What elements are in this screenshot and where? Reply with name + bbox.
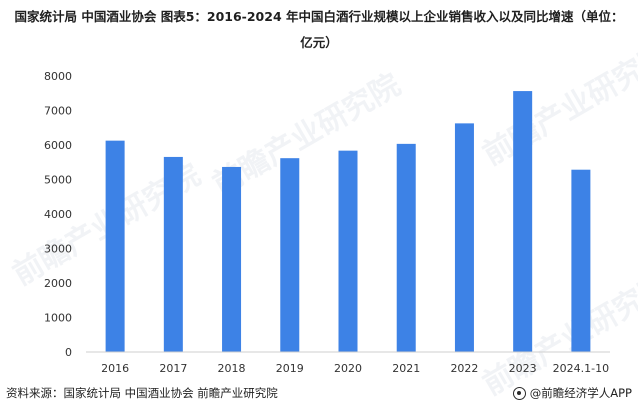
bar-2023 (513, 91, 533, 352)
y-tick-label: 4000 (44, 208, 72, 221)
chart-title-line1: 国家统计局 中国酒业协会 图表5：2016-2024 年中国白酒行业规模以上企业… (14, 9, 624, 24)
y-tick-label: 0 (65, 346, 72, 359)
x-tick-label: 2024.1-10 (553, 362, 609, 375)
y-tick-label: 8000 (44, 70, 72, 83)
brand: @前瞻经济学人APP (512, 385, 632, 401)
y-tick-label: 1000 (44, 312, 72, 325)
source-text: 资料来源：国家统计局 中国酒业协会 前瞻产业研究院 (6, 386, 278, 400)
chart-title-line2: 亿元） (300, 35, 338, 50)
footer: 资料来源：国家统计局 中国酒业协会 前瞻产业研究院 @前瞻经济学人APP (0, 380, 638, 405)
x-tick-label: 2022 (450, 362, 478, 375)
bar-2022 (454, 123, 474, 352)
bar-2020 (338, 150, 358, 352)
y-tick-label: 6000 (44, 139, 72, 152)
chart-title: 国家统计局 中国酒业协会 图表5：2016-2024 年中国白酒行业规模以上企业… (0, 4, 638, 56)
x-tick-label: 2019 (276, 362, 304, 375)
bar-2024.1-10 (571, 169, 591, 352)
x-axis: 2016 2017 2018 2019 2020 2021 2022 2023 2024.1-1… (101, 362, 609, 375)
x-tick-label: 2017 (159, 362, 187, 375)
y-tick-label: 3000 (44, 243, 72, 256)
y-tick-label: 2000 (44, 277, 72, 290)
y-tick-label: 5000 (44, 174, 72, 187)
x-tick-label: 2016 (101, 362, 129, 375)
bar-2017 (163, 156, 183, 352)
bar-2021 (396, 143, 416, 352)
x-tick-label: 2018 (218, 362, 246, 375)
bars (105, 91, 591, 352)
y-tick-label: 7000 (44, 105, 72, 118)
brand-logo-icon (512, 386, 526, 400)
bar-2016 (105, 140, 125, 352)
x-tick-label: 2020 (334, 362, 362, 375)
brand-text: @前瞻经济学人APP (529, 386, 632, 400)
x-tick-label: 2021 (392, 362, 420, 375)
bar-2018 (222, 166, 242, 352)
y-axis: 0 1000 2000 3000 4000 5000 6000 7000 8000 (44, 70, 72, 359)
bar-2019 (280, 158, 300, 352)
x-tick-label: 2023 (509, 362, 537, 375)
